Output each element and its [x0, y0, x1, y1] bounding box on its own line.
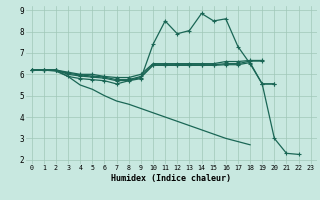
X-axis label: Humidex (Indice chaleur): Humidex (Indice chaleur)	[111, 174, 231, 183]
